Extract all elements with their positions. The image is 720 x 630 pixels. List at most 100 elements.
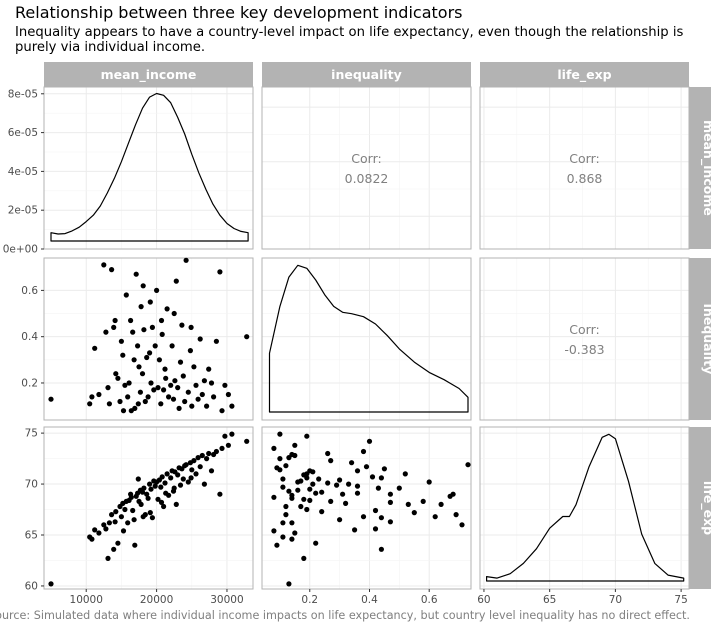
point-life_exp-vs-inequality — [411, 509, 417, 516]
x-tick-label: 30000 — [210, 594, 243, 606]
point-life_exp-vs-inequality — [289, 536, 295, 542]
point-inequality-vs-mean_income — [130, 329, 136, 335]
point-inequality-vs-mean_income — [145, 394, 151, 400]
point-life_exp-vs-mean_income — [158, 484, 164, 490]
point-inequality-vs-mean_income — [89, 394, 95, 400]
point-inequality-vs-mean_income — [125, 394, 131, 400]
point-life_exp-vs-mean_income — [197, 464, 203, 470]
point-life_exp-vs-inequality — [271, 445, 277, 451]
point-life_exp-vs-mean_income — [173, 501, 179, 507]
point-life_exp-vs-inequality — [354, 483, 361, 489]
point-life_exp-vs-inequality — [387, 499, 393, 505]
point-inequality-vs-mean_income — [147, 350, 153, 356]
point-inequality-vs-mean_income — [175, 385, 181, 391]
strip-label-inequality: inequality — [331, 67, 402, 82]
point-life_exp-vs-inequality — [307, 497, 313, 503]
point-life_exp-vs-mean_income — [135, 476, 141, 482]
point-life_exp-vs-mean_income — [208, 468, 215, 474]
point-life_exp-vs-inequality — [295, 479, 301, 485]
point-life_exp-vs-inequality — [277, 456, 283, 462]
point-life_exp-vs-mean_income — [185, 479, 191, 485]
point-life_exp-vs-mean_income — [145, 495, 151, 501]
point-inequality-vs-mean_income — [204, 403, 210, 409]
panel-border — [43, 257, 254, 421]
point-inequality-vs-mean_income — [169, 343, 175, 349]
point-inequality-vs-mean_income — [191, 364, 197, 370]
strip-label-life_exp: life_exp — [700, 481, 716, 535]
panel-life_exp-inequality — [261, 426, 472, 590]
point-life_exp-vs-mean_income — [118, 514, 124, 520]
point-inequality-vs-mean_income — [183, 257, 189, 263]
point-life_exp-vs-mean_income — [199, 452, 205, 459]
point-life_exp-vs-mean_income — [101, 522, 107, 528]
point-life_exp-vs-mean_income — [115, 540, 121, 546]
point-inequality-vs-mean_income — [179, 322, 185, 328]
point-inequality-vs-mean_income — [244, 334, 250, 340]
point-life_exp-vs-inequality — [286, 581, 292, 587]
strip-top-inequality — [262, 62, 471, 87]
point-life_exp-vs-mean_income — [131, 517, 137, 523]
point-life_exp-vs-mean_income — [152, 483, 158, 489]
point-life_exp-vs-mean_income — [159, 474, 165, 480]
point-inequality-vs-mean_income — [141, 327, 147, 333]
point-life_exp-vs-mean_income — [225, 442, 231, 448]
point-life_exp-vs-inequality — [295, 487, 301, 493]
point-inequality-vs-mean_income — [208, 380, 215, 386]
point-life_exp-vs-mean_income — [168, 475, 174, 481]
point-life_exp-vs-mean_income — [106, 520, 112, 526]
point-inequality-vs-mean_income — [132, 405, 138, 411]
chart-subtitle: Inequality appears to have a country-lev… — [15, 25, 684, 55]
corr-label-mean_income-life_exp: Corr: — [569, 151, 599, 166]
y-tick-label: 0.4 — [21, 331, 38, 343]
point-life_exp-vs-inequality — [319, 489, 325, 495]
point-life_exp-vs-mean_income — [162, 480, 168, 486]
point-life_exp-vs-inequality — [450, 491, 456, 497]
point-inequality-vs-mean_income — [131, 357, 137, 363]
point-life_exp-vs-mean_income — [120, 528, 127, 534]
point-inequality-vs-mean_income — [139, 371, 146, 377]
panel-background — [480, 258, 689, 420]
panel-background — [262, 427, 471, 589]
point-life_exp-vs-mean_income — [112, 519, 118, 525]
point-life_exp-vs-inequality — [280, 534, 286, 540]
panel-inequality-inequality — [261, 257, 472, 421]
panel-background — [480, 427, 689, 589]
point-inequality-vs-mean_income — [162, 366, 168, 372]
point-inequality-vs-mean_income — [161, 387, 167, 393]
point-inequality-vs-mean_income — [117, 398, 123, 405]
density-inequality — [268, 264, 469, 413]
point-inequality-vs-mean_income — [92, 345, 98, 351]
y-tick-label: 60 — [25, 580, 38, 592]
point-life_exp-vs-mean_income — [96, 530, 102, 536]
y-tick-label: 70 — [25, 479, 38, 491]
point-life_exp-vs-mean_income — [128, 494, 134, 500]
point-life_exp-vs-mean_income — [222, 433, 228, 439]
point-inequality-vs-mean_income — [199, 391, 205, 398]
point-life_exp-vs-inequality — [271, 528, 277, 534]
point-life_exp-vs-mean_income — [189, 467, 195, 473]
point-life_exp-vs-inequality — [310, 481, 316, 487]
point-life_exp-vs-inequality — [354, 490, 361, 496]
point-life_exp-vs-inequality — [465, 462, 471, 468]
point-life_exp-vs-mean_income — [163, 490, 169, 496]
point-inequality-vs-mean_income — [176, 405, 182, 411]
x-tick-label: 0.2 — [301, 594, 318, 606]
point-inequality-vs-mean_income — [151, 387, 157, 393]
point-inequality-vs-mean_income — [225, 391, 231, 398]
point-inequality-vs-mean_income — [170, 396, 177, 402]
point-life_exp-vs-mean_income — [139, 489, 146, 495]
strip-label-life_exp: life_exp — [557, 67, 611, 83]
point-life_exp-vs-inequality — [328, 458, 334, 464]
point-life_exp-vs-inequality — [387, 491, 393, 497]
point-life_exp-vs-inequality — [325, 450, 331, 457]
point-inequality-vs-mean_income — [115, 375, 121, 381]
point-life_exp-vs-mean_income — [140, 514, 146, 520]
x-tick-label: 0.6 — [421, 594, 438, 606]
point-life_exp-vs-mean_income — [193, 471, 199, 477]
panel-background — [262, 87, 471, 249]
point-life_exp-vs-inequality — [325, 480, 331, 486]
point-inequality-vs-mean_income — [219, 408, 225, 414]
point-life_exp-vs-inequality — [292, 442, 298, 448]
point-life_exp-vs-inequality — [372, 526, 379, 532]
point-life_exp-vs-inequality — [286, 488, 292, 494]
